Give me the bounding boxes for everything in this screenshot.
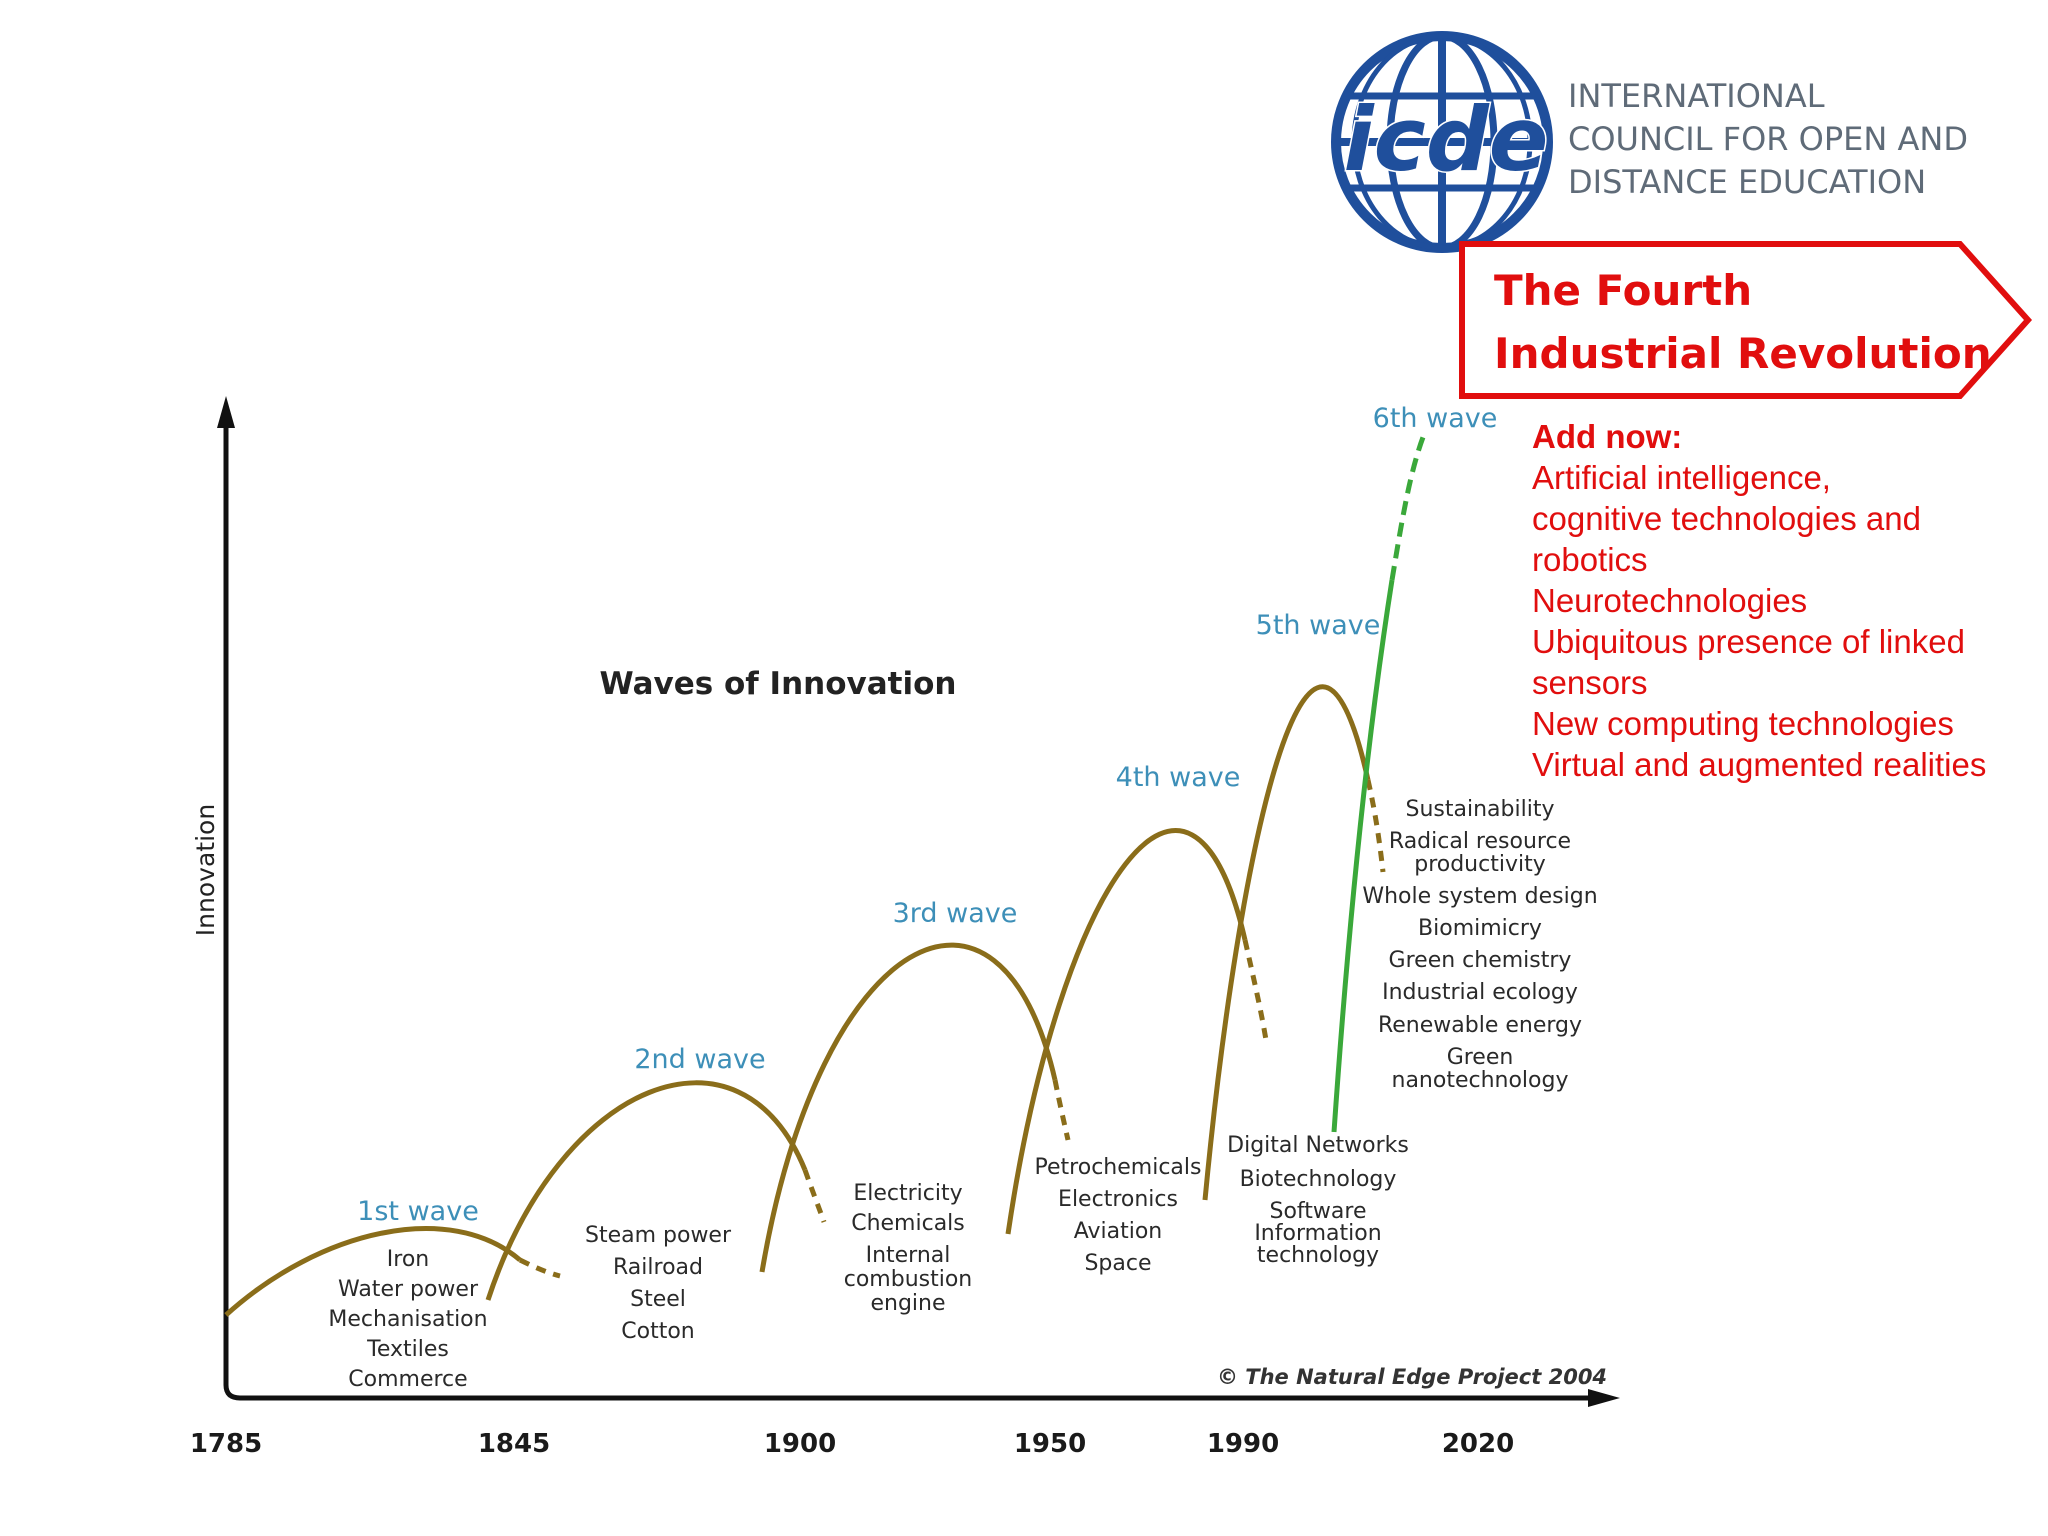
callout-title-line-2: Industrial Revolution	[1494, 329, 1992, 378]
x-tick-label: 1785	[190, 1429, 262, 1459]
technology-item: Information	[1254, 1221, 1381, 1246]
y-axis-arrow-icon	[217, 396, 235, 428]
technology-item: Whole system design	[1362, 884, 1597, 909]
wave-1-curve	[224, 1226, 522, 1317]
technology-item: Sustainability	[1406, 797, 1555, 822]
x-axis-arrow-icon	[1588, 1389, 1620, 1407]
wave-label: 1st wave	[357, 1196, 479, 1227]
wave-1-technologies: Iron Water power Mechanisation Textiles …	[328, 1247, 487, 1392]
wave-4-curve	[1005, 828, 1248, 1235]
add-now-item: Virtual and augmented realities	[1532, 746, 1986, 783]
x-tick-label: 2020	[1442, 1429, 1514, 1459]
icde-logo: icde INTERNATIONAL COUNCIL FOR OPEN AND …	[1331, 31, 1968, 253]
technology-item: Railroad	[613, 1255, 703, 1280]
callout-title-line-1: The Fourth	[1494, 266, 1752, 315]
x-tick-label: 1990	[1207, 1429, 1279, 1459]
wave-4-technologies: Petrochemicals Electronics Aviation Spac…	[1035, 1155, 1202, 1276]
logo-org-line-3: DISTANCE EDUCATION	[1568, 163, 1926, 201]
diagram-title: Waves of Innovation	[600, 666, 957, 702]
technology-item: Renewable energy	[1378, 1013, 1582, 1038]
wave-2-tail	[802, 1169, 827, 1223]
wave-4-tail	[1242, 939, 1269, 1041]
x-tick-label: 1845	[478, 1429, 550, 1459]
add-now-item: robotics	[1532, 541, 1648, 578]
technology-item: Steel	[630, 1287, 686, 1312]
add-now-list: Add now: Artificial intelligence, cognit…	[1532, 418, 1986, 783]
technology-item: Steam power	[585, 1223, 732, 1248]
add-now-item: Artificial intelligence,	[1532, 459, 1831, 496]
technology-item: Aviation	[1074, 1219, 1163, 1244]
wave-5-curve	[1202, 684, 1371, 1201]
y-axis-label: Innovation	[191, 804, 220, 936]
technology-item: Chemicals	[851, 1211, 965, 1236]
technology-item: engine	[870, 1291, 945, 1316]
technology-item: Petrochemicals	[1035, 1155, 1202, 1180]
technology-item: Commerce	[348, 1367, 467, 1392]
wave-6-technologies: Sustainability Radical resource producti…	[1362, 797, 1597, 1093]
technology-item: Electricity	[853, 1181, 962, 1206]
technology-item: combustion	[844, 1267, 973, 1292]
add-now-item: Ubiquitous presence of linked	[1532, 623, 1965, 660]
wave-1-tail	[518, 1257, 561, 1279]
wave-3-tail	[1052, 1079, 1071, 1141]
wave-label: 2nd wave	[634, 1044, 765, 1075]
x-tick-label: 1900	[764, 1429, 836, 1459]
wave-6-curve	[1331, 579, 1395, 1133]
technology-item: Internal	[866, 1243, 951, 1268]
technology-item: Space	[1084, 1251, 1151, 1276]
globe-icon	[1331, 31, 1553, 253]
wave-label: 5th wave	[1256, 610, 1381, 641]
wave-label: 3rd wave	[893, 898, 1018, 929]
axes: Innovation	[191, 396, 1620, 1407]
technology-item: Cotton	[621, 1319, 694, 1344]
technology-item: Electronics	[1058, 1187, 1178, 1212]
wave-3-curve	[759, 942, 1058, 1273]
wave-2-curve	[485, 1080, 808, 1301]
add-now-heading: Add now:	[1532, 418, 1682, 455]
logo-org-line-1: INTERNATIONAL	[1568, 77, 1825, 115]
wave-2-technologies: Steam power Railroad Steel Cotton	[585, 1223, 732, 1344]
technology-item: Water power	[338, 1277, 479, 1302]
wave-label: 4th wave	[1116, 762, 1241, 793]
wave-label: 6th wave	[1373, 403, 1498, 434]
technology-item: Biomimicry	[1418, 916, 1542, 941]
technology-item: Green	[1447, 1045, 1514, 1070]
logo-wordmark: icde	[1343, 88, 1548, 191]
x-tick-label: 1950	[1014, 1429, 1086, 1459]
logo-org-line-2: COUNCIL FOR OPEN AND	[1568, 120, 1968, 158]
technology-item: Textiles	[366, 1337, 449, 1362]
wave-labels: 1st wave 2nd wave 3rd wave 4th wave 5th …	[357, 403, 1497, 1227]
wave-5-tail	[1365, 779, 1386, 873]
wave-5-technologies: Digital Networks Biotechnology Software …	[1227, 1133, 1409, 1268]
x-axis	[223, 1384, 1600, 1401]
credit-line: © The Natural Edge Project 2004	[1217, 1365, 1607, 1389]
fourth-revolution-callout: The Fourth Industrial Revolution	[1459, 241, 2033, 399]
wave-3-technologies: Electricity Chemicals Internal combustio…	[844, 1181, 973, 1316]
technology-item: Iron	[387, 1247, 429, 1272]
technology-item: Digital Networks	[1227, 1133, 1409, 1158]
technology-item: nanotechnology	[1392, 1068, 1569, 1093]
technology-item: Green chemistry	[1389, 948, 1572, 973]
x-tick-labels: 1785 1845 1900 1950 1990 2020	[190, 1429, 1514, 1459]
technology-item: Mechanisation	[328, 1307, 487, 1332]
add-now-item: New computing technologies	[1532, 705, 1954, 742]
technology-item: Industrial ecology	[1382, 980, 1578, 1005]
add-now-item: Neurotechnologies	[1532, 582, 1807, 619]
add-now-item: sensors	[1532, 664, 1648, 701]
wave-6-tail	[1389, 431, 1428, 581]
technology-item: Software	[1270, 1199, 1367, 1224]
technology-item: technology	[1257, 1243, 1379, 1268]
technology-item: Radical resource	[1389, 829, 1571, 854]
add-now-item: cognitive technologies and	[1532, 500, 1921, 537]
technology-item: Biotechnology	[1240, 1167, 1397, 1192]
technology-item: productivity	[1414, 852, 1546, 877]
wave-curves	[224, 431, 1428, 1317]
